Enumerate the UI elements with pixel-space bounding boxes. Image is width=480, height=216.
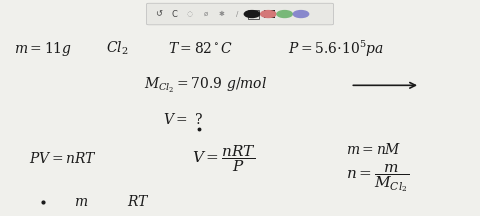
Text: $Cl_2$: $Cl_2$	[106, 40, 128, 57]
Circle shape	[277, 11, 292, 17]
Text: /: /	[237, 11, 239, 17]
FancyBboxPatch shape	[264, 10, 275, 18]
Text: $m = nM$: $m = nM$	[346, 141, 401, 157]
Text: $V = \ ?$: $V = \ ?$	[163, 112, 204, 127]
FancyBboxPatch shape	[146, 3, 334, 25]
Text: $PV = nRT$: $PV = nRT$	[29, 151, 97, 166]
Text: ↺: ↺	[155, 10, 162, 19]
Text: $RT$: $RT$	[127, 194, 150, 210]
Text: C: C	[171, 10, 177, 19]
Text: $V = \dfrac{nRT}{P}$: $V = \dfrac{nRT}{P}$	[192, 143, 256, 174]
Text: ø: ø	[204, 11, 208, 17]
Text: $P = 5.6{\cdot}10^5 pa$: $P = 5.6{\cdot}10^5 pa$	[288, 38, 384, 59]
Text: ✱: ✱	[219, 11, 225, 17]
Circle shape	[293, 11, 309, 17]
Text: ▪: ▪	[266, 10, 272, 19]
Text: $n = \dfrac{m}{M_{Cl_2}}$: $n = \dfrac{m}{M_{Cl_2}}$	[346, 162, 408, 194]
Text: ◌: ◌	[187, 11, 193, 17]
Text: $m$: $m$	[74, 195, 89, 209]
Circle shape	[261, 11, 276, 17]
Text: □: □	[250, 11, 257, 17]
Text: $m = 11g$: $m = 11g$	[14, 40, 72, 58]
Circle shape	[244, 11, 260, 17]
Text: $M_{Cl_2} = 70.9\ g/mol$: $M_{Cl_2} = 70.9\ g/mol$	[144, 76, 267, 95]
Text: $T = 82^\circ C$: $T = 82^\circ C$	[168, 41, 233, 56]
